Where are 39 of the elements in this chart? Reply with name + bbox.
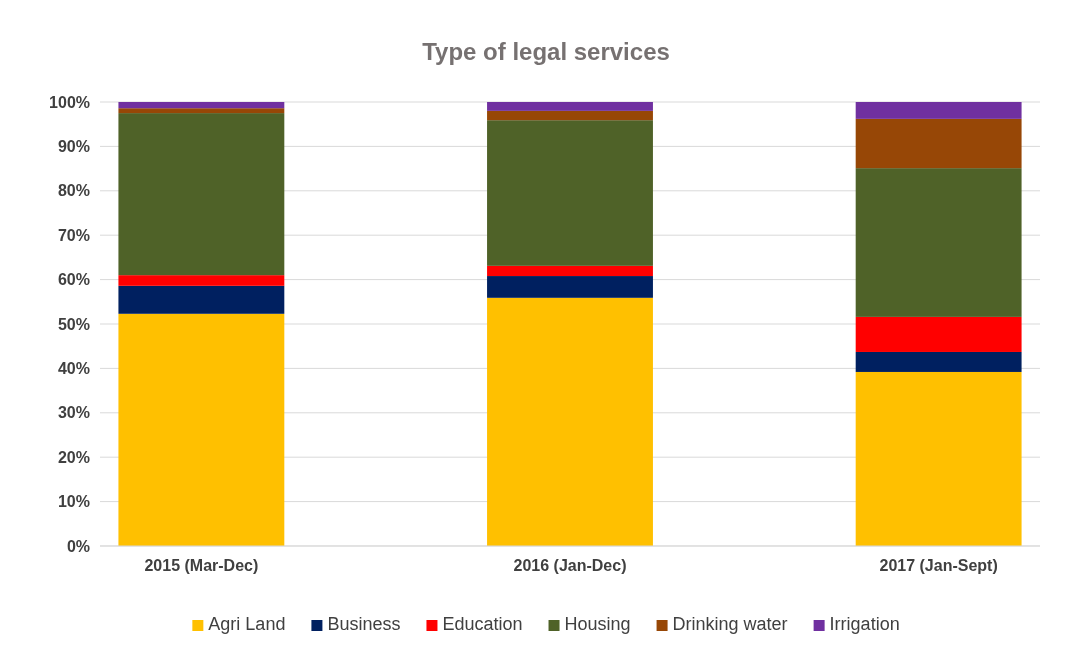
bar (487, 102, 653, 111)
bar (487, 276, 653, 298)
bar (855, 118, 1022, 169)
bar (487, 265, 653, 277)
bar (118, 313, 285, 546)
y-tick-label: 90% (57, 138, 90, 156)
x-tick-label: 2015 (Mar-Dec) (144, 557, 259, 575)
bar (855, 371, 1022, 546)
legend-label: Housing (564, 614, 631, 634)
bar (118, 275, 285, 286)
bar (118, 285, 285, 314)
y-tick-label: 20% (57, 448, 90, 466)
legend-label: Business (327, 614, 401, 634)
bar (487, 110, 653, 121)
bar (118, 113, 285, 276)
y-tick-label: 40% (57, 360, 90, 378)
legend-label: Education (442, 614, 523, 634)
legend-label: Irrigation (829, 614, 900, 634)
x-tick-label: 2016 (Jan-Dec) (513, 557, 627, 575)
y-tick-label: 0% (66, 537, 90, 555)
bar (855, 351, 1022, 372)
bar (118, 108, 285, 114)
y-tick-label: 50% (57, 315, 90, 333)
x-tick-label: 2017 (Jan-Sept) (879, 557, 998, 575)
bar (487, 297, 653, 546)
y-tick-label: 10% (57, 493, 90, 511)
legend-label: Agri Land (208, 614, 286, 634)
bar (855, 168, 1022, 317)
y-tick-label: 80% (57, 182, 90, 200)
y-tick-label: 100% (49, 93, 90, 111)
legend-label: Drinking water (672, 614, 788, 634)
y-tick-label: 60% (57, 271, 90, 289)
y-tick-label: 70% (57, 226, 90, 244)
y-tick-label: 30% (57, 404, 90, 422)
chart-title: Type of legal services (422, 38, 670, 65)
bar (855, 316, 1022, 352)
bar (118, 102, 285, 109)
bar (855, 102, 1022, 119)
bar (487, 120, 653, 266)
